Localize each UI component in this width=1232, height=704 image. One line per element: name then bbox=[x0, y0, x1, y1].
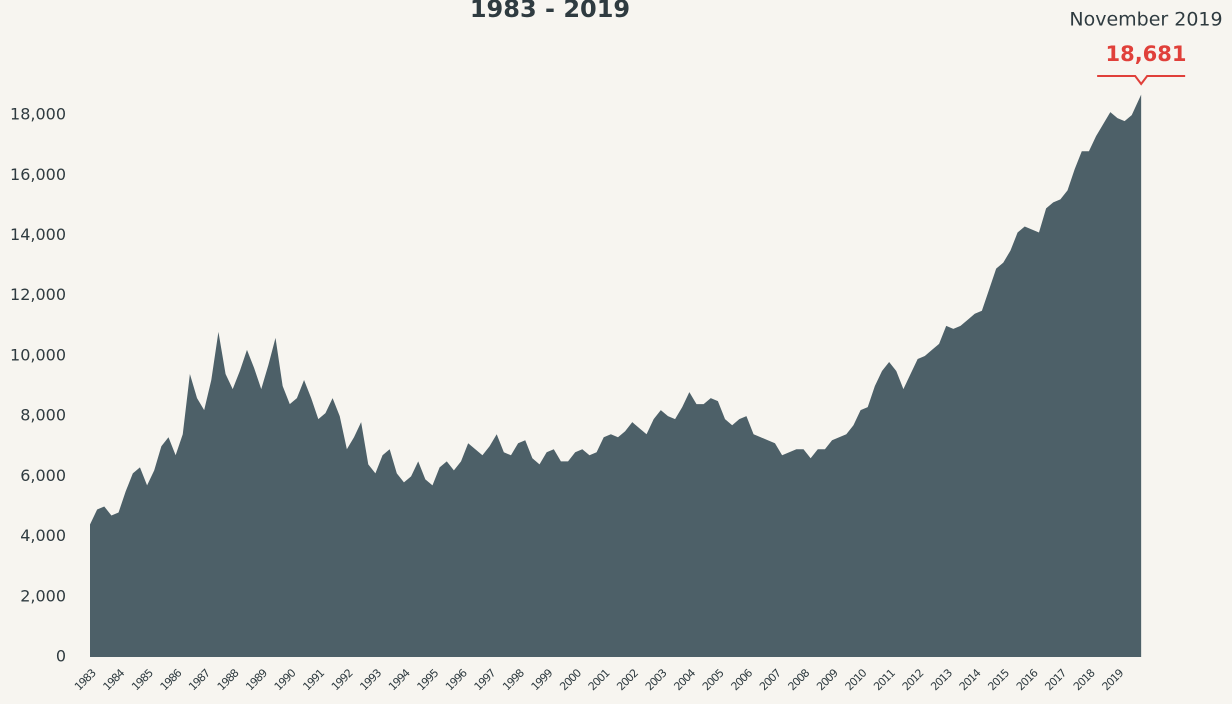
x-tick-label: 2003 bbox=[643, 666, 670, 693]
y-tick-label: 6,000 bbox=[20, 466, 66, 485]
y-tick-label: 8,000 bbox=[20, 406, 66, 425]
x-tick-label: 1993 bbox=[357, 666, 384, 693]
x-tick-label: 2013 bbox=[928, 666, 955, 693]
x-tick-label: 2001 bbox=[586, 667, 612, 693]
x-tick-label: 1990 bbox=[272, 666, 299, 693]
x-tick-label: 2016 bbox=[1014, 666, 1041, 693]
x-tick-label: 1992 bbox=[329, 667, 355, 693]
x-tick-label: 2019 bbox=[1100, 666, 1127, 693]
x-tick-label: 2015 bbox=[985, 666, 1012, 693]
x-tick-label: 1996 bbox=[443, 666, 470, 693]
x-tick-label: 1999 bbox=[529, 666, 556, 693]
y-tick-label: 18,000 bbox=[10, 105, 66, 124]
x-tick-label: 2017 bbox=[1042, 666, 1069, 693]
x-tick-label: 1987 bbox=[186, 666, 213, 693]
x-tick-label: 2008 bbox=[786, 666, 813, 693]
y-tick-label: 4,000 bbox=[20, 526, 66, 545]
x-tick-label: 2007 bbox=[757, 666, 784, 693]
annotation-date: November 2019 bbox=[1069, 9, 1222, 31]
x-tick-label: 2011 bbox=[871, 667, 897, 693]
x-tick-label: 1989 bbox=[243, 666, 270, 693]
x-tick-label: 1988 bbox=[215, 666, 242, 693]
y-tick-label: 2,000 bbox=[20, 586, 66, 605]
x-tick-label: 1995 bbox=[415, 666, 442, 693]
y-tick-label: 0 bbox=[56, 647, 66, 666]
annotation-callout bbox=[1097, 75, 1186, 86]
x-tick-label: 1984 bbox=[101, 666, 128, 693]
x-tick-label: 1985 bbox=[129, 666, 156, 693]
x-tick-label: 2000 bbox=[557, 666, 584, 693]
area bbox=[90, 94, 1142, 657]
x-tick-label: 2010 bbox=[843, 666, 870, 693]
y-tick-label: 12,000 bbox=[10, 285, 66, 304]
x-tick-label: 2014 bbox=[957, 666, 984, 693]
x-tick-label: 1997 bbox=[472, 666, 499, 693]
annotation-label: 18,681 bbox=[1105, 42, 1186, 66]
y-tick-label: 16,000 bbox=[10, 165, 66, 184]
x-tick-label: 2009 bbox=[814, 666, 841, 693]
x-tick-label: 1994 bbox=[386, 666, 413, 693]
x-tick-label: 1986 bbox=[158, 666, 185, 693]
x-tick-label: 1998 bbox=[500, 666, 527, 693]
x-tick-label: 1991 bbox=[300, 667, 326, 693]
y-tick-label: 14,000 bbox=[10, 225, 66, 244]
x-tick-label: 2018 bbox=[1071, 666, 1098, 693]
chart-title: 1983 - 2019 bbox=[470, 0, 630, 23]
x-tick-label: 2012 bbox=[900, 667, 926, 693]
x-tick-label: 1983 bbox=[72, 666, 99, 693]
x-tick-label: 2002 bbox=[614, 667, 640, 693]
y-tick-label: 10,000 bbox=[10, 345, 66, 364]
x-tick-label: 2006 bbox=[729, 666, 756, 693]
x-tick-label: 2004 bbox=[671, 666, 698, 693]
x-tick-label: 2005 bbox=[700, 666, 727, 693]
